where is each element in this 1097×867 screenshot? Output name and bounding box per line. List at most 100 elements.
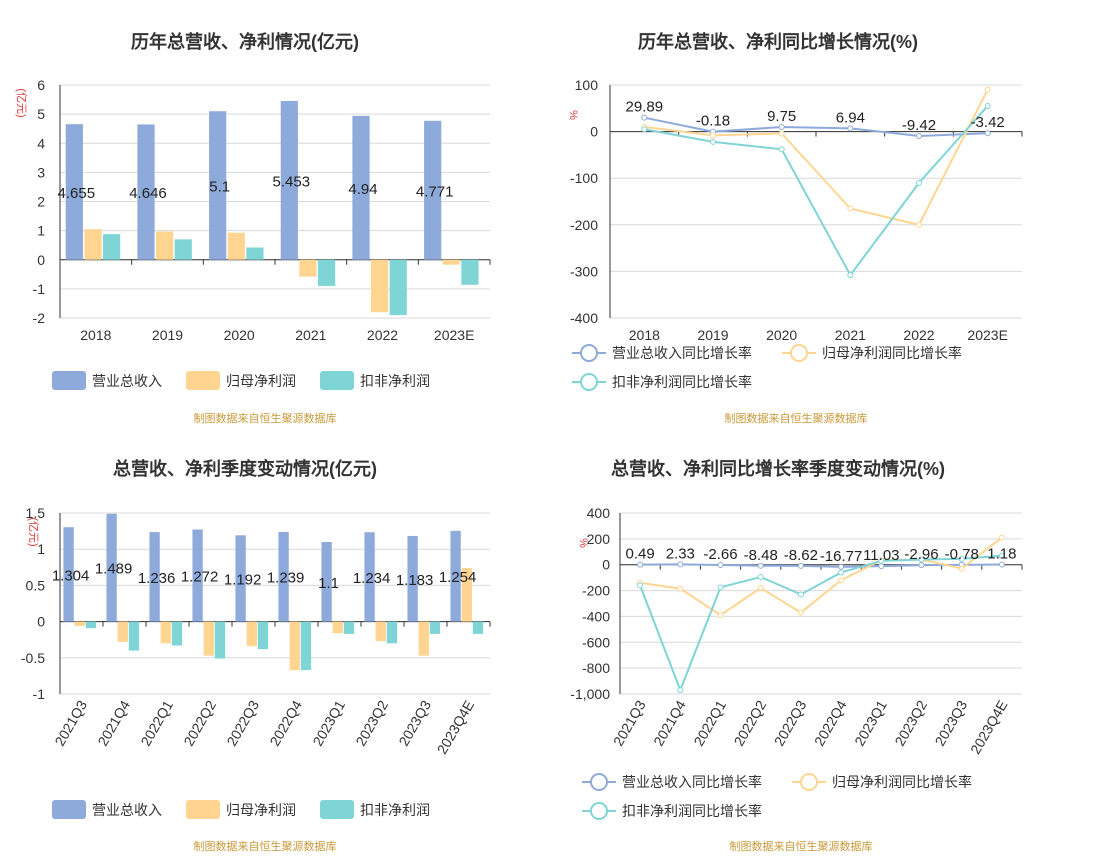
bar <box>103 234 121 260</box>
bar <box>280 100 298 260</box>
data-label: 6.94 <box>836 109 865 126</box>
bar <box>364 532 375 622</box>
bar <box>389 259 407 316</box>
y-tick-label: 0 <box>37 614 45 630</box>
data-label: 9.75 <box>767 108 796 125</box>
data-label: 1.234 <box>353 570 391 587</box>
x-tick-label: 2019 <box>697 327 728 343</box>
bar <box>371 259 389 313</box>
x-tick-label: 2021Q4 <box>650 697 689 748</box>
data-point <box>838 569 845 576</box>
bar <box>171 621 183 646</box>
y-tick-label: -200 <box>570 217 598 233</box>
chart-title: 历年总营收、净利情况(亿元) <box>131 31 359 52</box>
data-point <box>778 130 785 137</box>
bar <box>84 229 102 260</box>
bar <box>128 621 140 651</box>
x-tick-label: 2022Q1 <box>690 697 729 748</box>
x-tick-label: 2023Q1 <box>851 697 890 748</box>
data-point <box>918 562 925 569</box>
bar <box>214 621 226 659</box>
data-label: 1.1 <box>318 575 339 592</box>
data-label: -0.18 <box>696 113 730 130</box>
bar <box>246 247 264 260</box>
x-tick-label: 2023Q1 <box>309 697 348 748</box>
y-tick-label: -600 <box>582 634 610 650</box>
y-unit-label: (亿元) <box>15 88 28 117</box>
y-tick-label: -1 <box>33 686 46 702</box>
x-tick-label: 2018 <box>629 327 660 343</box>
y-tick-label: 1.5 <box>26 505 46 521</box>
bar <box>429 621 441 634</box>
data-label: -8.48 <box>744 547 778 564</box>
data-label: 1.18 <box>987 546 1016 563</box>
x-tick-label: 2023Q3 <box>932 697 971 748</box>
y-tick-label: 0 <box>602 557 610 573</box>
data-label: 1.254 <box>439 569 477 586</box>
quarterly-revenue-profit-chart: 总营收、净利季度变动情况(亿元) (亿元) -1 -0.5 0 0.5 1 1.5 2021Q3… <box>21 458 491 853</box>
data-point <box>958 565 965 572</box>
bar <box>442 259 460 265</box>
x-tick-label: 2022Q3 <box>771 697 810 748</box>
bar <box>299 259 317 277</box>
x-tick-label: 2021Q3 <box>51 697 90 748</box>
bar <box>246 621 257 647</box>
x-tick-label: 2023Q2 <box>352 697 391 748</box>
bar <box>450 530 461 622</box>
legend-label: 营业总收入同比增长率 <box>622 774 762 790</box>
data-point <box>916 179 922 186</box>
legend-label: 营业总收入 <box>92 802 162 818</box>
legend-marker <box>790 344 808 362</box>
x-tick-label: 2022 <box>903 327 934 343</box>
y-tick-label: 400 <box>587 505 611 521</box>
bar <box>386 621 398 644</box>
data-label: 4.94 <box>348 181 377 198</box>
legend-label: 扣非净利润 <box>360 373 430 389</box>
data-point <box>878 563 885 570</box>
chart-title: 总营收、净利同比增长率季度变动情况(%) <box>611 458 945 479</box>
legend-marker <box>580 344 598 362</box>
x-tick-label: 2018 <box>80 327 111 343</box>
data-label: 5.453 <box>273 173 311 190</box>
data-point <box>677 561 684 568</box>
data-label: 1.192 <box>224 571 262 588</box>
data-point <box>847 205 854 212</box>
data-point <box>984 130 991 137</box>
bar <box>472 621 484 634</box>
data-point <box>710 132 716 139</box>
y-tick-label: -1,000 <box>570 686 610 702</box>
data-point <box>641 126 648 133</box>
y-tick-label: -400 <box>582 608 610 624</box>
bar <box>289 621 300 671</box>
data-label: 29.89 <box>626 99 664 116</box>
x-tick-label: 2022Q2 <box>731 697 770 748</box>
y-tick-label: 5 <box>37 106 45 122</box>
y-tick-label: 3 <box>37 164 45 180</box>
bar <box>106 513 117 622</box>
legend-marker <box>800 773 818 791</box>
data-point <box>757 573 764 580</box>
data-label: -9.42 <box>902 117 936 134</box>
y-tick-label: -200 <box>582 583 610 599</box>
data-point <box>717 612 724 619</box>
data-label: -8.62 <box>784 547 818 564</box>
data-point <box>797 591 804 598</box>
bar <box>192 529 203 622</box>
y-unit-label: % <box>567 110 579 120</box>
x-tick-label: 2020 <box>766 327 797 343</box>
data-point <box>984 102 991 109</box>
bar <box>461 568 472 622</box>
chart-title: 总营收、净利季度变动情况(亿元) <box>113 458 377 479</box>
x-tick-label: 2021 <box>835 327 866 343</box>
data-label: -16.77 <box>820 548 863 565</box>
data-point <box>757 562 764 569</box>
data-point <box>778 124 785 131</box>
legend-swatch <box>320 800 354 819</box>
x-tick-label: 2023Q3 <box>395 697 434 748</box>
legend-swatch <box>52 800 86 819</box>
data-point <box>717 562 724 569</box>
data-label: 1.183 <box>396 572 434 589</box>
bar <box>321 541 332 622</box>
data-label: 1.236 <box>138 570 176 587</box>
data-point <box>998 561 1005 568</box>
